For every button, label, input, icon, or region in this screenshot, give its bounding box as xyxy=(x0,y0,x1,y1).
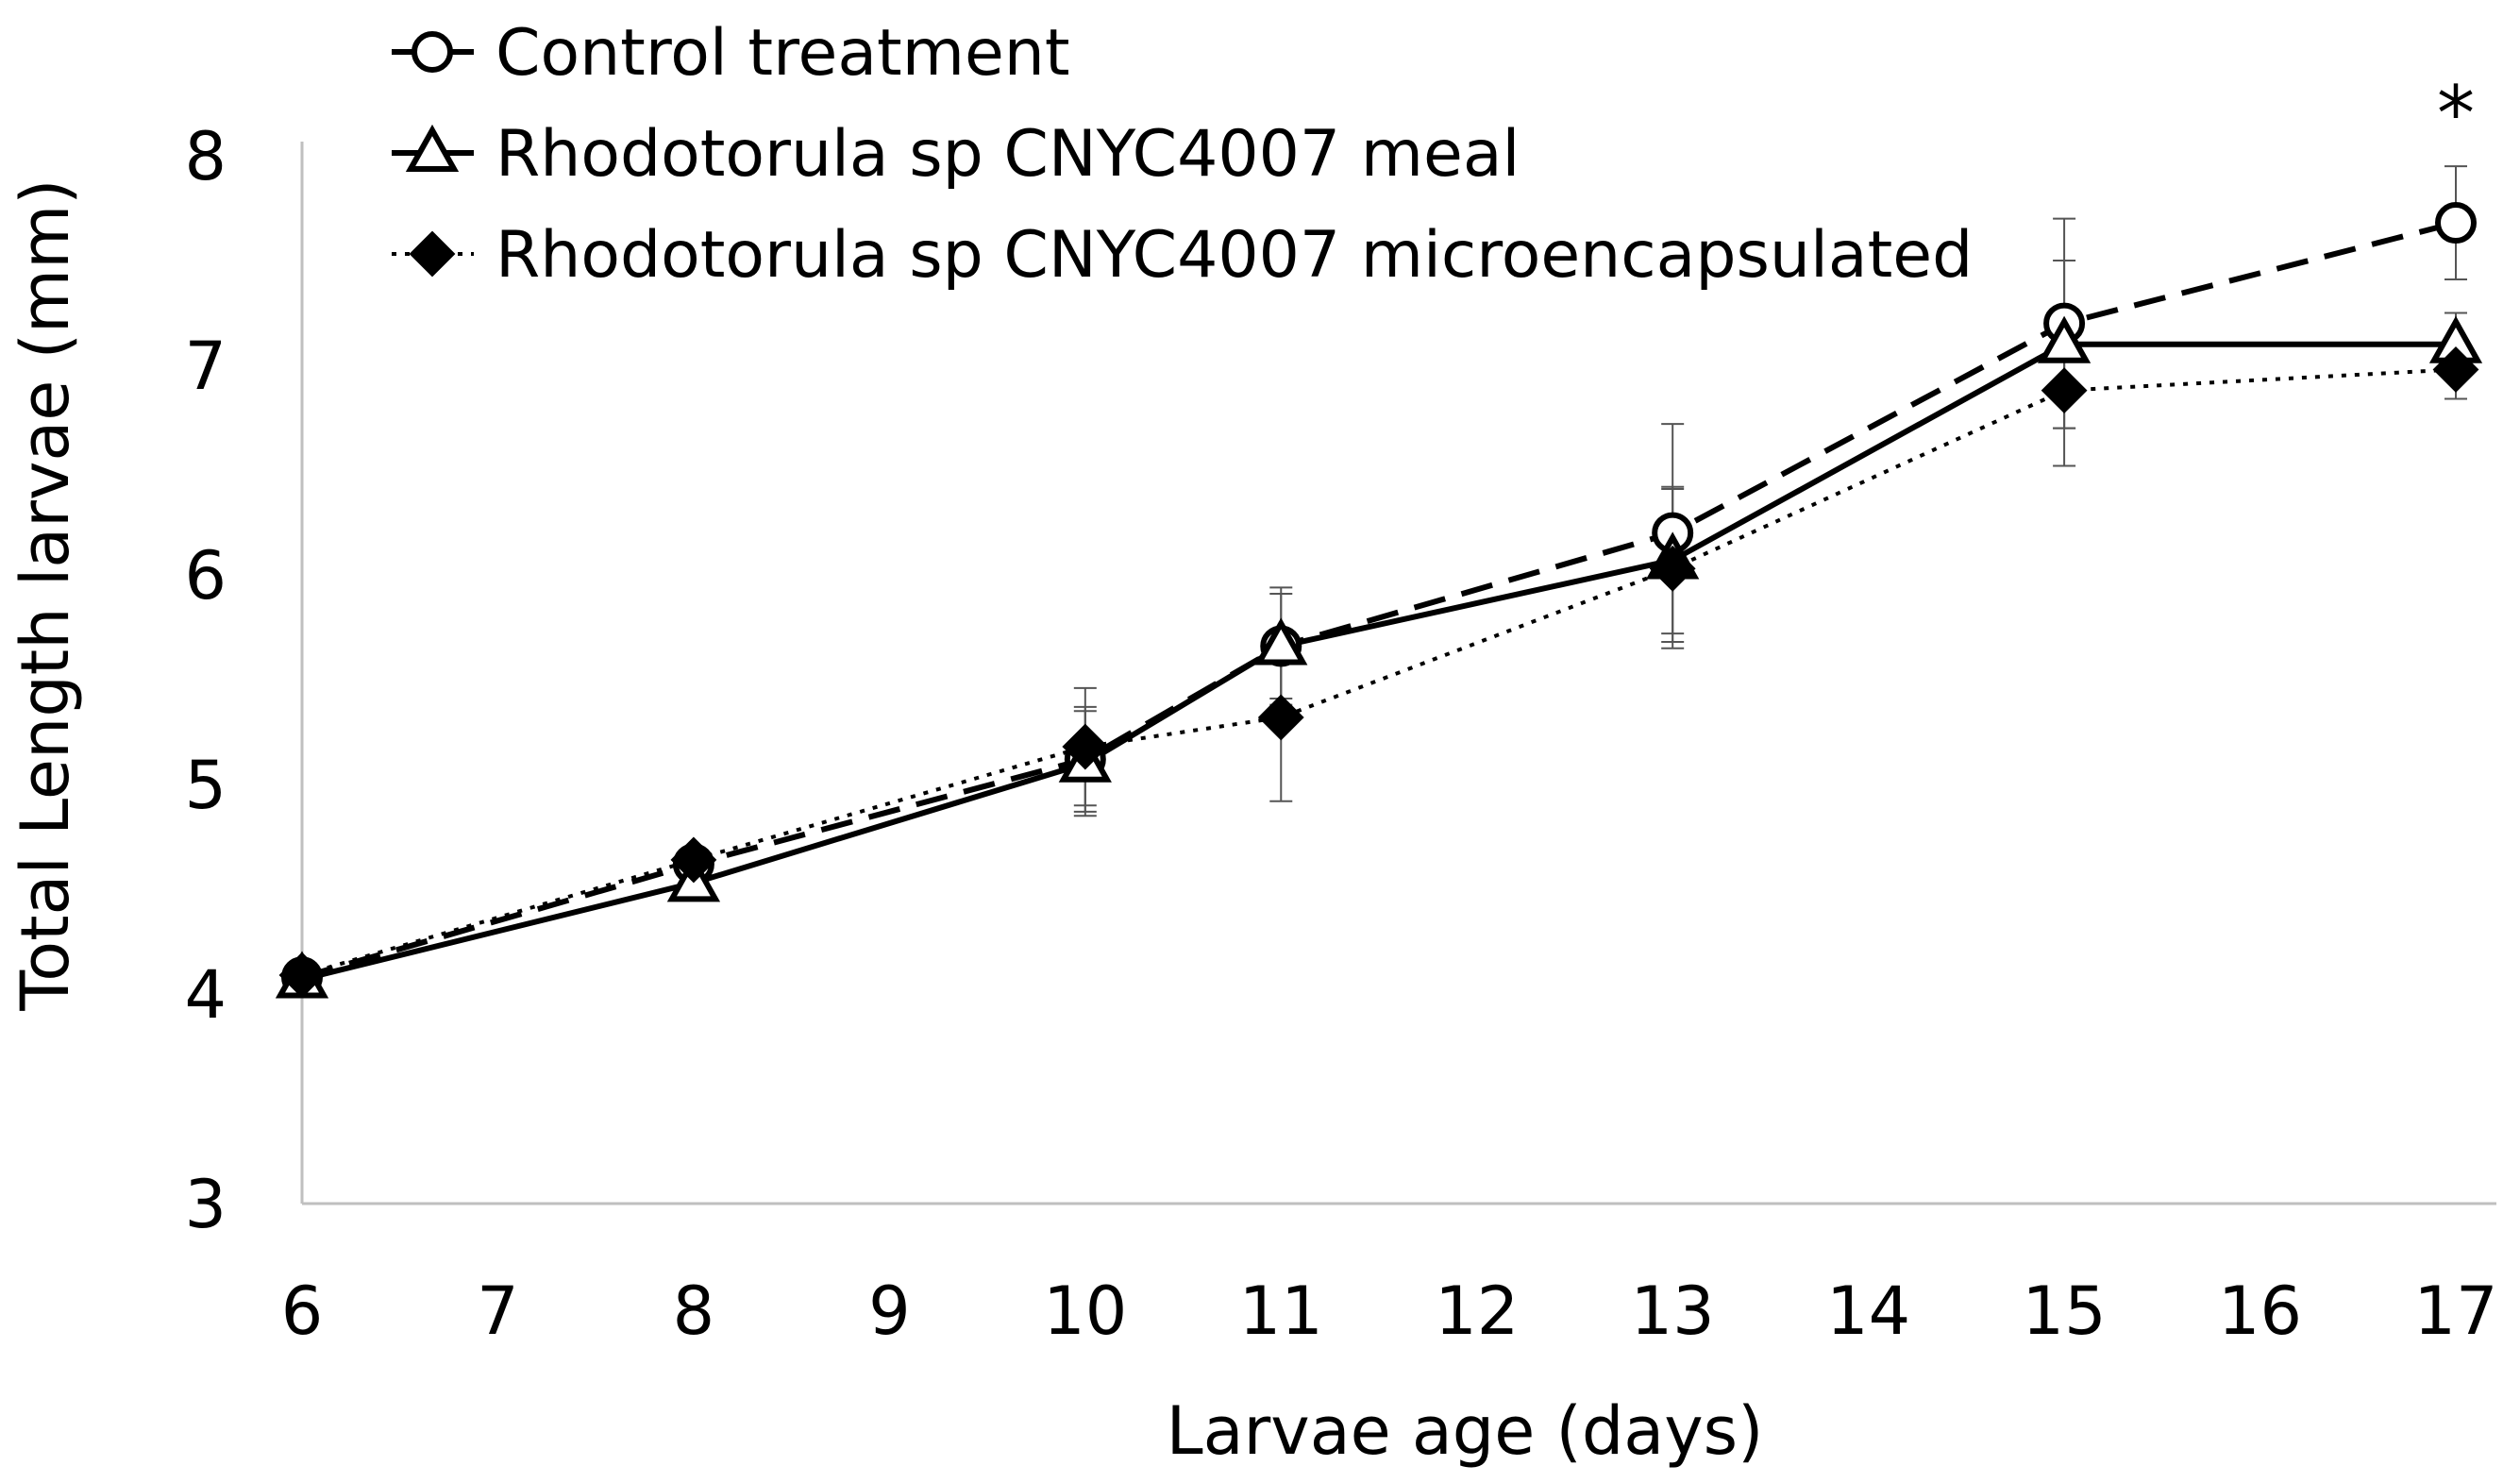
x-tick-label: 11 xyxy=(1239,1272,1323,1350)
y-tick-label: 3 xyxy=(184,1166,227,1243)
y-tick-label: 7 xyxy=(184,328,227,405)
data-point xyxy=(1254,617,1308,666)
x-tick-label: 12 xyxy=(1435,1272,1519,1350)
x-tick-label: 17 xyxy=(2413,1272,2497,1350)
x-tick-label: 10 xyxy=(1043,1272,1127,1350)
y-tick-label: 6 xyxy=(184,537,227,615)
legend-marker xyxy=(412,31,453,73)
error-bars-rhodotorula-sp-cnyc4007-microencapsulated xyxy=(291,313,2467,983)
data-point xyxy=(1649,545,1696,592)
chart-axes: 6 7 8 9 10 11 12 13 14 15 16 17 3 4 5 6 7 8 xyxy=(184,118,2497,1350)
y-tick-label: 4 xyxy=(184,956,227,1034)
x-tick-label: 6 xyxy=(281,1272,324,1350)
legend-label: Rhodotorula sp CNYC4007 meal xyxy=(496,117,1520,192)
x-tick-label: 8 xyxy=(673,1272,715,1350)
data-point xyxy=(1257,694,1304,741)
data-point xyxy=(2435,202,2477,244)
legend-label: Rhodotorula sp CNYC4007 microencapsulate… xyxy=(496,218,1973,293)
legend: Control treatment Rhodotorula sp CNYC4007… xyxy=(392,16,1973,293)
significance-annotation: * xyxy=(2437,70,2475,158)
x-tick-label: 9 xyxy=(868,1272,911,1350)
series-line-control-treatment xyxy=(301,220,2457,981)
data-point xyxy=(278,952,326,999)
data-point xyxy=(1062,723,1109,770)
y-tick-label: 5 xyxy=(184,747,227,824)
x-axis-title: Larvae age (days) xyxy=(1167,1392,1764,1470)
data-point xyxy=(2432,346,2479,393)
x-tick-label: 13 xyxy=(1631,1272,1715,1350)
legend-marker xyxy=(409,230,456,278)
legend-label: Control treatment xyxy=(496,16,1070,91)
series-layer: * xyxy=(275,70,2483,999)
x-tick-label: 7 xyxy=(477,1272,519,1350)
y-axis-title: Total Length larvae (mm) xyxy=(7,178,84,1011)
legend-entry-rhodotorula-sp-cnyc4007-meal: Rhodotorula sp CNYC4007 meal xyxy=(392,117,1520,192)
markers-rhodotorula-sp-cnyc4007-meal xyxy=(275,315,2483,999)
x-tick-label: 14 xyxy=(1826,1272,1910,1350)
x-tick-label: 15 xyxy=(2023,1272,2107,1350)
legend-marker xyxy=(405,124,460,172)
series-line-rhodotorula-sp-cnyc4007-microencapsulated xyxy=(301,367,2457,977)
markers-rhodotorula-sp-cnyc4007-microencapsulated xyxy=(278,346,2479,999)
y-tick-label: 8 xyxy=(184,118,227,195)
x-tick-label: 16 xyxy=(2218,1272,2302,1350)
legend-entry-rhodotorula-sp-cnyc4007-microencapsulated: Rhodotorula sp CNYC4007 microencapsulate… xyxy=(392,218,1973,293)
data-point xyxy=(2041,367,2088,414)
data-point xyxy=(670,836,717,884)
markers-control-treatment xyxy=(281,202,2477,999)
legend-entry-control-treatment: Control treatment xyxy=(392,16,1070,91)
series-line-rhodotorula-sp-cnyc4007-meal xyxy=(301,341,2456,983)
data-point xyxy=(2037,315,2092,363)
